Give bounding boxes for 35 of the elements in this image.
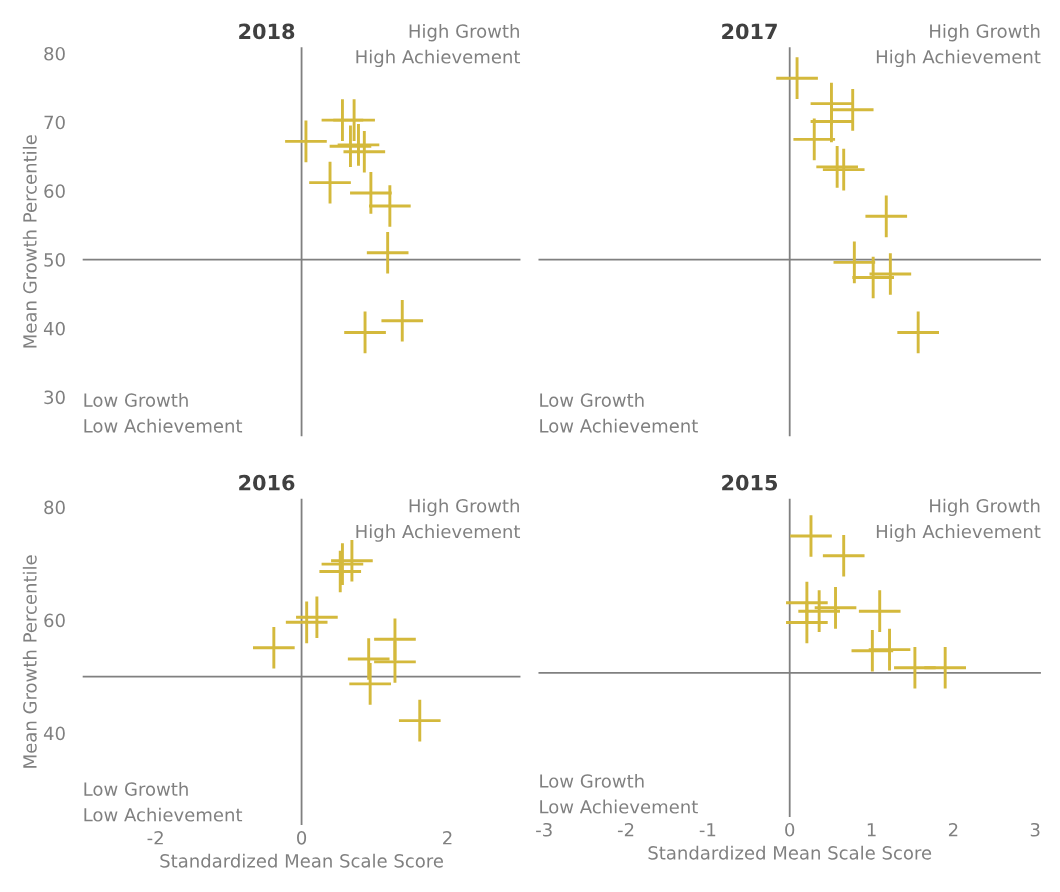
chart-title: 2015 [722, 474, 778, 491]
annotation: High Growth High Achievement [876, 498, 1041, 542]
x-tick-label: -3 [536, 822, 552, 837]
x-tick-label: 2 [948, 822, 958, 837]
x-tick-label: -1 [699, 823, 716, 837]
chart-title: 2018 [239, 23, 295, 40]
y-tick-label: 40 [43, 321, 65, 336]
x-axis-title: Standardized Mean Scale Score [648, 845, 932, 860]
x-tick-label: 0 [297, 830, 307, 845]
x-tick-label: 0 [785, 822, 795, 837]
y-tick-label: 40 [43, 726, 65, 741]
y-axis-title: Mean Growth Percentile [22, 135, 37, 348]
x-tick-label: 1 [867, 823, 876, 837]
annotation: High Growth High Achievement [356, 23, 521, 68]
x-axis-title: Standardized Mean Scale Score [160, 853, 443, 868]
annotation: High Growth High Achievement [356, 498, 521, 542]
annotation: High Growth High Achievement [876, 23, 1041, 68]
y-axis-title: Mean Growth Percentile [22, 555, 37, 768]
y-tick-label: 80 [44, 46, 65, 61]
x-tick-label: -2 [617, 822, 634, 837]
annotation: Low Growth Low Achievement [84, 393, 243, 433]
y-tick-label: 60 [44, 613, 65, 628]
y-tick-label: 30 [44, 390, 65, 405]
y-tick-label: 70 [44, 115, 65, 130]
y-tick-label: 80 [44, 500, 65, 515]
y-tick-label: 60 [44, 184, 65, 198]
annotation: Low Growth Low Achievement [540, 773, 698, 814]
annotation: Low Growth Low Achievement [540, 393, 698, 433]
x-tick-label: -2 [147, 830, 163, 845]
chart-title: 2017 [722, 23, 777, 40]
y-tick-label: 50 [44, 253, 65, 267]
chart-title: 2016 [239, 474, 295, 491]
x-tick-label: 2 [443, 830, 452, 845]
annotation: Low Growth Low Achievement [84, 781, 243, 822]
x-tick-label: 3 [1030, 822, 1040, 837]
